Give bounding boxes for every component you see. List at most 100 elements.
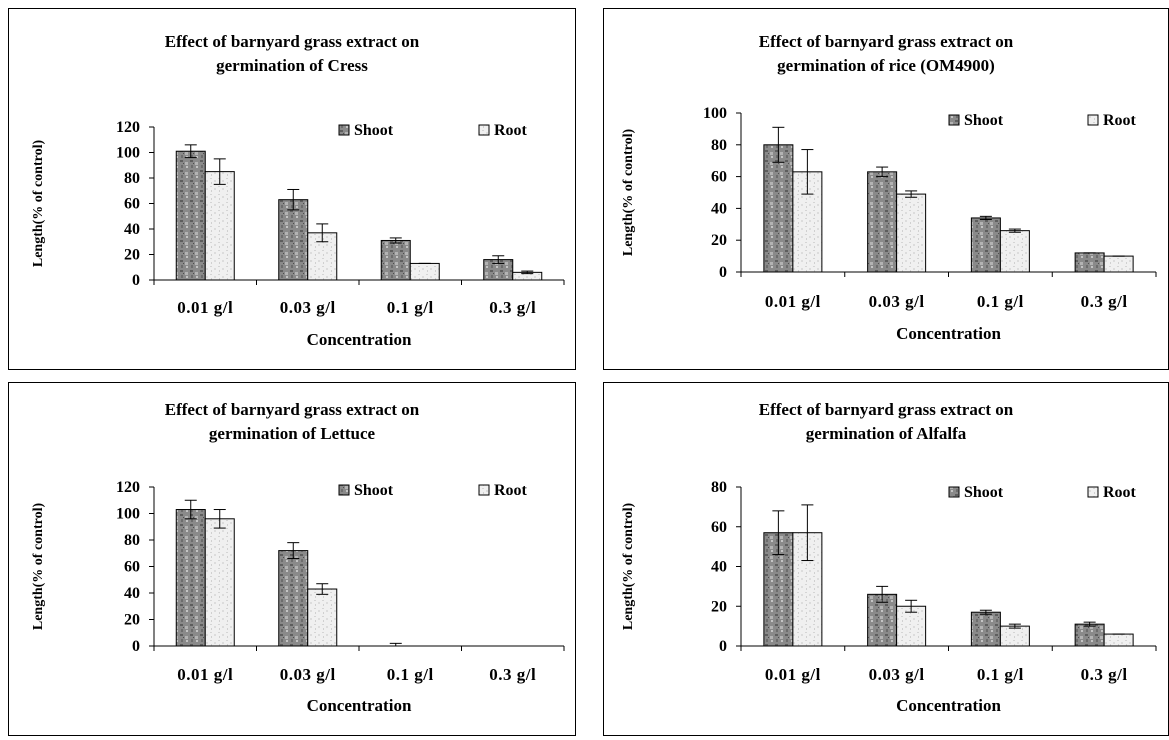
- x-tick-label: 0.1 g/l: [387, 298, 434, 317]
- legend-label-shoot: Shoot: [354, 482, 394, 499]
- bar-root: [409, 262, 440, 281]
- legend-label-shoot: Shoot: [354, 122, 394, 139]
- legend-swatch-root: [1087, 486, 1099, 498]
- y-axis-label: Length(% of control): [621, 503, 636, 631]
- y-tick-label: 0: [132, 638, 140, 655]
- y-tick-label: 40: [711, 559, 727, 576]
- bar-shoot: [175, 150, 206, 281]
- x-tick-label: 0.3 g/l: [1081, 292, 1128, 311]
- y-tick-label: 20: [124, 612, 140, 629]
- y-tick-label: 40: [124, 221, 140, 238]
- legend-swatch-root: [478, 484, 490, 496]
- bar-root: [204, 171, 235, 281]
- legend-label-shoot: Shoot: [964, 112, 1004, 129]
- bar-shoot: [175, 509, 206, 647]
- bar-root: [204, 518, 235, 647]
- legend-swatch-shoot: [948, 486, 960, 498]
- y-tick-label: 100: [116, 145, 140, 162]
- bar-shoot: [278, 199, 309, 281]
- y-tick-label: 80: [711, 137, 727, 154]
- y-axis-label: Length(% of control): [621, 129, 636, 257]
- x-tick-label: 0.01 g/l: [177, 298, 233, 317]
- legend-label-root: Root: [1103, 112, 1137, 129]
- y-tick-label: 40: [124, 585, 140, 602]
- chart-title: germination of Lettuce: [209, 424, 376, 443]
- x-tick-label: 0.01 g/l: [177, 665, 233, 684]
- bar-shoot: [1074, 623, 1105, 647]
- legend-swatch-root: [1087, 114, 1099, 126]
- legend-swatch-shoot: [338, 124, 350, 136]
- y-axis-label: Length(% of control): [31, 140, 46, 268]
- chart-title: Effect of barnyard grass extract on: [165, 400, 420, 419]
- chart-title: germination of rice (OM4900): [777, 56, 995, 75]
- y-tick-label: 100: [116, 506, 140, 523]
- x-tick-label: 0.3 g/l: [489, 665, 536, 684]
- y-tick-label: 20: [711, 232, 727, 249]
- x-tick-label: 0.03 g/l: [280, 665, 336, 684]
- bar-shoot: [867, 171, 898, 273]
- bar-shoot: [1074, 252, 1105, 273]
- legend-label-root: Root: [1103, 484, 1137, 501]
- bar-root: [896, 193, 927, 273]
- legend-label-root: Root: [494, 122, 528, 139]
- x-tick-label: 0.01 g/l: [765, 665, 821, 684]
- y-tick-label: 20: [124, 247, 140, 264]
- chart-title: Effect of barnyard grass extract on: [759, 400, 1014, 419]
- y-tick-label: 60: [711, 169, 727, 186]
- x-axis-label: Concentration: [307, 696, 412, 715]
- bar-shoot: [867, 593, 898, 647]
- legend-label-root: Root: [494, 482, 528, 499]
- y-tick-label: 60: [124, 559, 140, 576]
- y-tick-label: 100: [703, 105, 727, 122]
- chart-panel-rice: Effect of barnyard grass extract on germi…: [603, 8, 1169, 370]
- bar-shoot: [970, 611, 1001, 647]
- x-tick-label: 0.3 g/l: [489, 298, 536, 317]
- x-tick-label: 0.03 g/l: [869, 292, 925, 311]
- y-tick-label: 120: [116, 479, 140, 496]
- chart-cress: Effect of barnyard grass extract on germi…: [31, 32, 565, 349]
- chart-panel-lettuce: Effect of barnyard grass extract on germi…: [8, 382, 576, 736]
- chart-title: Effect of barnyard grass extract on: [759, 32, 1014, 51]
- bar-root: [999, 625, 1030, 647]
- bar-root: [307, 588, 338, 647]
- chart-title: germination of Alfalfa: [806, 424, 967, 443]
- y-tick-label: 80: [124, 170, 140, 187]
- x-tick-label: 0.03 g/l: [869, 665, 925, 684]
- x-tick-label: 0.03 g/l: [280, 298, 336, 317]
- bar-shoot: [278, 550, 309, 647]
- bar-shoot: [380, 239, 411, 281]
- chart-title: germination of Cress: [216, 56, 368, 75]
- bar-root: [896, 605, 927, 647]
- y-tick-label: 0: [719, 638, 727, 655]
- x-tick-label: 0.3 g/l: [1081, 665, 1128, 684]
- chart-rice: Effect of barnyard grass extract on germi…: [621, 32, 1157, 343]
- chart-lettuce: Effect of barnyard grass extract on germi…: [31, 400, 565, 715]
- chart-panel-alfalfa: Effect of barnyard grass extract on germi…: [603, 382, 1169, 736]
- legend-swatch-root: [478, 124, 490, 136]
- x-tick-label: 0.1 g/l: [977, 665, 1024, 684]
- bar-root: [1103, 633, 1134, 647]
- chart-title: Effect of barnyard grass extract on: [165, 32, 420, 51]
- bar-root: [1103, 255, 1134, 273]
- bar-shoot: [970, 217, 1001, 273]
- bar-root: [999, 230, 1030, 273]
- x-axis-label: Concentration: [896, 324, 1001, 343]
- y-tick-label: 40: [711, 200, 727, 217]
- y-tick-label: 20: [711, 598, 727, 615]
- legend-swatch-shoot: [338, 484, 350, 496]
- bar-shoot: [763, 144, 794, 273]
- y-tick-label: 80: [711, 479, 727, 496]
- y-tick-label: 60: [711, 519, 727, 536]
- chart-panel-cress: Effect of barnyard grass extract on germi…: [8, 8, 576, 370]
- y-axis-label: Length(% of control): [31, 503, 46, 631]
- legend-label-shoot: Shoot: [964, 484, 1004, 501]
- x-tick-label: 0.1 g/l: [387, 665, 434, 684]
- y-tick-label: 60: [124, 196, 140, 213]
- legend-swatch-shoot: [948, 114, 960, 126]
- y-tick-label: 120: [116, 119, 140, 136]
- chart-alfalfa: Effect of barnyard grass extract on germi…: [621, 400, 1157, 715]
- x-axis-label: Concentration: [896, 696, 1001, 715]
- y-tick-label: 0: [719, 264, 727, 281]
- y-tick-label: 80: [124, 532, 140, 549]
- y-tick-label: 0: [132, 272, 140, 289]
